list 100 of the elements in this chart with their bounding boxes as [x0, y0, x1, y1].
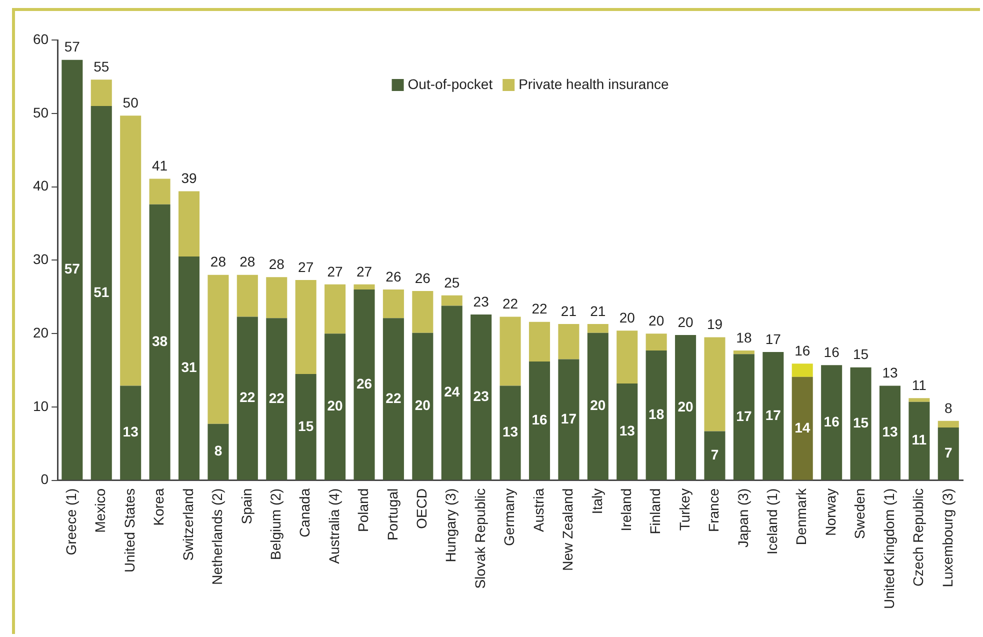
- total-label: 22: [502, 296, 518, 312]
- total-label: 21: [590, 302, 606, 319]
- bar: [646, 350, 667, 480]
- bar: [441, 306, 462, 480]
- x-tick-label: Canada: [296, 488, 313, 538]
- data-label: 22: [240, 389, 256, 406]
- x-tick-label: Poland: [355, 488, 372, 532]
- x-tick-label: Netherlands (2): [209, 488, 226, 585]
- total-label: 28: [240, 254, 256, 270]
- x-tick-label: Italy: [588, 488, 605, 514]
- bar: [733, 354, 754, 480]
- data-label: 23: [473, 388, 490, 404]
- total-label: 19: [706, 316, 723, 332]
- y-tick-label: 30: [32, 251, 49, 268]
- bar: [792, 376, 813, 480]
- data-label: 15: [852, 414, 869, 430]
- x-tick-label: Belgium (2): [267, 488, 284, 560]
- bar: [587, 332, 608, 480]
- bar: [120, 116, 142, 386]
- x-tick-label: Sweden: [852, 488, 868, 539]
- data-label: 13: [122, 424, 139, 440]
- bar: [500, 386, 521, 480]
- bar: [908, 402, 930, 480]
- y-tick-label: 0: [40, 471, 49, 488]
- total-label: 55: [94, 58, 110, 74]
- total-label: 27: [356, 263, 372, 280]
- bar: [879, 386, 900, 480]
- x-tick-label: Denmark: [793, 487, 810, 546]
- x-tick-label: Greece (1): [63, 488, 80, 556]
- data-label: 14: [794, 419, 810, 436]
- data-label: 20: [414, 397, 431, 414]
- total-label: 26: [386, 268, 402, 284]
- bar: [382, 290, 404, 318]
- total-label: 50: [122, 94, 139, 110]
- bar: [266, 318, 288, 480]
- bar: [500, 316, 521, 386]
- x-tick-label: United States: [121, 488, 138, 572]
- total-label: 17: [765, 330, 782, 347]
- bar: [558, 324, 580, 360]
- x-tick-label: Iceland (1): [764, 488, 780, 555]
- total-label: 16: [794, 342, 810, 359]
- total-label: 8: [944, 400, 952, 416]
- bar: [354, 284, 375, 290]
- total-label: 15: [852, 346, 869, 362]
- y-tick-label: 50: [32, 104, 49, 120]
- bar: [938, 428, 959, 480]
- total-label: 28: [210, 254, 226, 270]
- x-tick-label: Korea: [150, 488, 167, 526]
- x-tick-label: Australia (4): [326, 488, 342, 564]
- legend-label: Out-of-pocket: [408, 76, 493, 92]
- total-label: 22: [532, 300, 548, 317]
- bar: [295, 280, 316, 374]
- x-tick-label: United Kingdom (1): [880, 488, 897, 610]
- data-label: 51: [94, 284, 110, 300]
- data-label: 11: [912, 432, 927, 448]
- bar: [792, 364, 813, 377]
- data-label: 20: [590, 397, 606, 414]
- data-label: 16: [532, 412, 548, 428]
- data-label: 7: [944, 444, 952, 461]
- x-tick-label: France: [706, 488, 722, 532]
- total-label: 57: [64, 38, 80, 55]
- total-label: 27: [327, 263, 344, 280]
- x-tick-label: Luxembourg (3): [939, 488, 956, 588]
- bar: [236, 316, 258, 480]
- bar: [704, 431, 726, 480]
- bar: [675, 335, 696, 480]
- bar: [236, 274, 258, 317]
- x-tick-label: Ireland: [618, 488, 634, 532]
- x-tick-label: Spain: [238, 488, 254, 524]
- bar: [412, 291, 434, 333]
- data-label: 20: [678, 398, 694, 414]
- y-tick-label: 20: [32, 324, 49, 340]
- bar: [470, 314, 492, 480]
- bar: [528, 322, 550, 362]
- bar: [149, 178, 170, 204]
- data-label: 22: [268, 390, 285, 406]
- data-label: 18: [648, 406, 664, 422]
- data-label: 31: [181, 359, 197, 376]
- total-label: 13: [882, 364, 898, 381]
- data-label: 17: [560, 410, 577, 426]
- bar: [120, 386, 142, 480]
- data-label: 17: [765, 406, 782, 423]
- total-label: 20: [619, 310, 636, 326]
- x-tick-label: Hungary (3): [442, 488, 459, 562]
- total-label: 20: [648, 312, 664, 328]
- x-tick-label: Austria: [530, 488, 546, 532]
- bar: [324, 334, 346, 480]
- data-label: 24: [444, 384, 460, 400]
- legend-label: Private health insurance: [518, 76, 670, 92]
- bar: [90, 80, 112, 106]
- bar: [178, 256, 200, 480]
- x-tick-label: Switzerland: [180, 488, 196, 561]
- x-tick-label: OECD: [414, 488, 430, 529]
- x-tick-label: New Zealand: [560, 488, 576, 571]
- total-label: 18: [736, 329, 752, 346]
- bar: [616, 330, 638, 384]
- data-label: 57: [64, 260, 80, 277]
- bar: [733, 350, 754, 354]
- bar: [412, 332, 434, 480]
- data-label: 16: [824, 413, 840, 430]
